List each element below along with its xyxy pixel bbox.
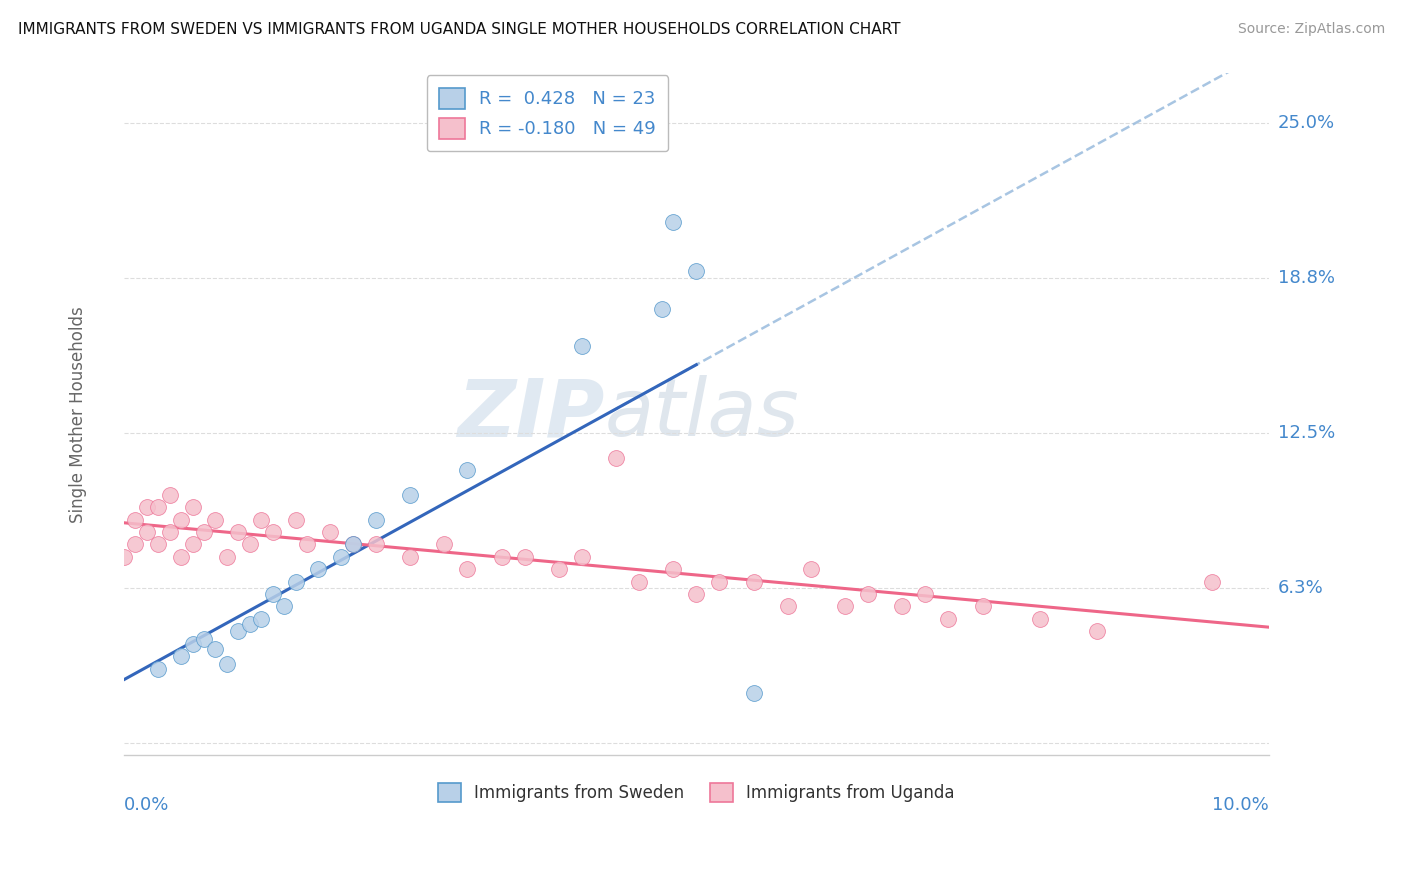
Point (776, 599, 799, 614)
Point (319, 524, 342, 539)
Text: 6.3%: 6.3% (1278, 579, 1323, 597)
Point (135, 524, 157, 539)
Point (685, 587, 707, 601)
Point (1029, 612, 1052, 626)
Point (571, 549, 593, 564)
Point (342, 537, 364, 551)
Point (936, 612, 959, 626)
Text: 18.8%: 18.8% (1278, 268, 1334, 286)
Point (456, 463, 478, 477)
Point (571, 339, 593, 353)
Point (159, 488, 181, 502)
Point (308, 562, 330, 576)
Point (215, 657, 238, 671)
Point (399, 549, 422, 564)
Point (662, 215, 685, 229)
Point (605, 450, 627, 465)
Point (170, 549, 193, 564)
Point (170, 649, 193, 664)
Point (148, 661, 170, 675)
Text: 25.0%: 25.0% (1278, 113, 1336, 132)
Point (1085, 624, 1108, 639)
Point (239, 616, 262, 631)
Point (709, 574, 731, 589)
Text: 0.0%: 0.0% (124, 797, 169, 814)
Point (193, 524, 215, 539)
Point (148, 500, 170, 515)
Text: IMMIGRANTS FROM SWEDEN VS IMMIGRANTS FROM UGANDA SINGLE MOTHER HOUSEHOLDS CORREL: IMMIGRANTS FROM SWEDEN VS IMMIGRANTS FRO… (18, 22, 901, 37)
Point (685, 264, 707, 278)
Point (228, 524, 250, 539)
Point (239, 537, 262, 551)
Point (662, 562, 685, 576)
Point (548, 562, 571, 576)
Point (112, 549, 135, 564)
Point (1201, 574, 1223, 589)
Point (273, 599, 295, 614)
Point (204, 641, 226, 656)
Point (342, 537, 364, 551)
Point (159, 524, 181, 539)
Point (834, 599, 856, 614)
Legend: Immigrants from Sweden, Immigrants from Uganda: Immigrants from Sweden, Immigrants from … (432, 776, 962, 808)
Point (284, 513, 307, 527)
Point (262, 587, 284, 601)
Point (170, 513, 193, 527)
Point (148, 537, 170, 551)
Point (181, 500, 204, 515)
Point (364, 537, 387, 551)
Point (181, 637, 204, 651)
Point (891, 599, 914, 614)
Point (742, 686, 765, 700)
Point (491, 549, 513, 564)
Point (193, 632, 215, 646)
Point (181, 537, 204, 551)
Point (456, 562, 478, 576)
Text: ZIP: ZIP (457, 376, 605, 453)
Point (295, 537, 318, 551)
Point (399, 488, 422, 502)
Point (262, 524, 284, 539)
Text: 10.0%: 10.0% (1212, 797, 1268, 814)
Point (364, 513, 387, 527)
Text: Single Mother Households: Single Mother Households (69, 306, 87, 523)
Point (651, 301, 673, 316)
Text: 12.5%: 12.5% (1278, 424, 1336, 442)
Point (250, 513, 273, 527)
Point (228, 624, 250, 639)
Point (433, 537, 456, 551)
Point (124, 513, 146, 527)
Point (742, 574, 765, 589)
Point (284, 574, 307, 589)
Text: atlas: atlas (605, 376, 800, 453)
Point (124, 537, 146, 551)
Point (215, 549, 238, 564)
Point (330, 549, 353, 564)
Text: Source: ZipAtlas.com: Source: ZipAtlas.com (1237, 22, 1385, 37)
Point (135, 500, 157, 515)
Point (972, 599, 994, 614)
Point (204, 513, 226, 527)
Point (628, 574, 651, 589)
Point (250, 612, 273, 626)
Point (914, 587, 936, 601)
Point (800, 562, 823, 576)
Point (856, 587, 879, 601)
Point (513, 549, 536, 564)
